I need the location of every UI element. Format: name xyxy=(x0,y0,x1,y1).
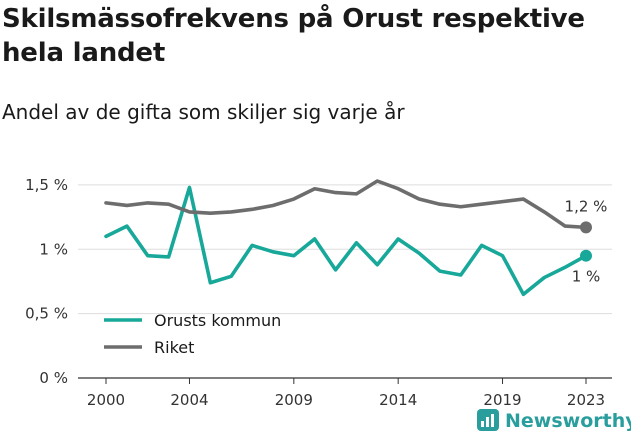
end-label-orusts-kommun: 1 % xyxy=(572,268,601,286)
legend-label-riket: Riket xyxy=(154,338,194,357)
x-axis xyxy=(78,377,612,384)
series-line-orusts-kommun xyxy=(104,185,588,297)
x-tick-label: 2000 xyxy=(87,391,125,409)
x-tick-label: 2019 xyxy=(483,391,521,409)
end-point-orusts-kommun xyxy=(580,249,592,262)
newsworthy-logo: Newsworthy xyxy=(477,409,631,432)
x-tick-label: 2004 xyxy=(170,391,208,409)
x-axis-ticks: 2000 2004 2009 2014 2019 2023 xyxy=(87,391,605,409)
y-tick-label: 1,5 % xyxy=(25,176,68,194)
x-tick-label: 2023 xyxy=(567,391,605,409)
legend-label-orusts-kommun: Orusts kommun xyxy=(154,311,281,330)
x-tick-label: 2014 xyxy=(379,391,417,409)
end-label-riket: 1,2 % xyxy=(565,197,608,215)
y-axis-ticks: 0 % 0,5 % 1 % 1,5 % xyxy=(25,176,68,387)
series-lines: 1 % 1,2 % xyxy=(104,179,608,297)
y-tick-label: 1 % xyxy=(39,240,68,258)
chart-subtitle: Andel av de gifta som skiljer sig varje … xyxy=(2,100,405,124)
end-point-riket xyxy=(580,221,592,234)
series-line-riket xyxy=(104,179,588,230)
x-tick-label: 2009 xyxy=(275,391,313,409)
newsworthy-logo-text: Newsworthy xyxy=(505,410,631,432)
legend: Orusts kommun Riket xyxy=(104,311,281,357)
chart-title: Skilsmässofrekvens på Orust respektive h… xyxy=(2,4,585,68)
grid xyxy=(78,184,612,315)
y-tick-label: 0,5 % xyxy=(25,305,68,323)
y-tick-label: 0 % xyxy=(39,369,68,387)
